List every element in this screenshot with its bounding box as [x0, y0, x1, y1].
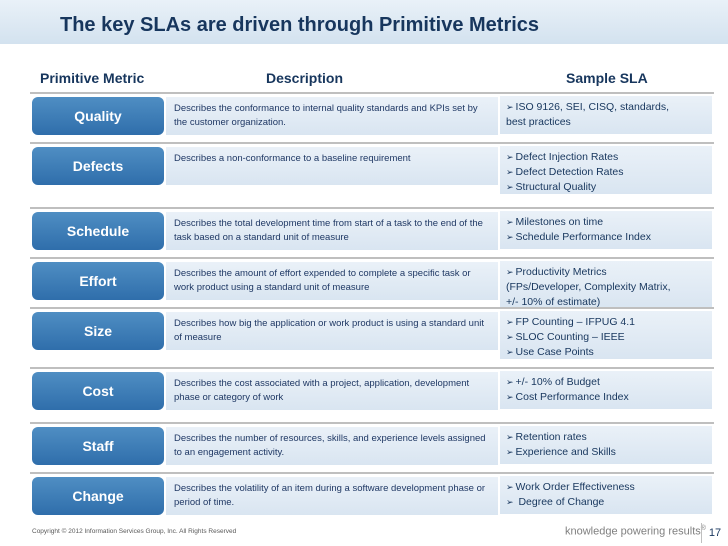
- arrow-bullet-icon: ➢: [506, 482, 514, 492]
- sla-item: ➢ Degree of Change: [506, 495, 706, 510]
- sla-item-text: Structural Quality: [515, 181, 597, 193]
- sla-item-text: +/- 10% of estimate): [506, 296, 601, 308]
- arrow-bullet-icon: ➢: [506, 377, 514, 387]
- sla-item: ➢ Structural Quality: [506, 180, 706, 194]
- sample-sla-list: ➢ ISO 9126, SEI, CISQ, standards, best pra…: [500, 96, 712, 134]
- row-divider: [30, 257, 714, 259]
- arrow-bullet-icon: ➢: [506, 152, 514, 162]
- sla-item: ➢ Defect Detection Rates: [506, 165, 706, 180]
- sla-item: ➢ FP Counting – IFPUG 4.1: [506, 315, 706, 330]
- row-divider: [30, 142, 714, 144]
- metric-label: Size: [32, 312, 164, 350]
- sla-item: ➢ Cost Performance Index: [506, 390, 706, 405]
- sla-item: (FPs/Developer, Complexity Matrix,: [506, 280, 706, 295]
- arrow-bullet-icon: ➢: [506, 447, 514, 457]
- sla-item: best practices: [506, 115, 706, 130]
- sample-sla-list: ➢ +/- 10% of Budget ➢ Cost Performance Inde…: [500, 371, 712, 409]
- metric-description: Describes the amount of effort expended …: [166, 262, 498, 300]
- brand-text: knowledge powering results: [565, 525, 701, 538]
- metric-label: Quality: [32, 97, 164, 135]
- brand-registered-mark: ®: [700, 525, 706, 532]
- sla-item: ➢ Milestones on time: [506, 215, 706, 230]
- row-divider: [30, 422, 714, 424]
- arrow-bullet-icon: ➢: [506, 167, 514, 177]
- arrow-bullet-icon: ➢: [506, 392, 514, 402]
- page-number: 17: [701, 523, 728, 543]
- sla-item: ➢ Schedule Performance Index: [506, 230, 706, 245]
- page-title: The key SLAs are driven through Primitiv…: [60, 14, 540, 36]
- sla-item-text: Degree of Change: [515, 496, 605, 508]
- sla-item: ➢ Defect Injection Rates: [506, 150, 706, 165]
- metric-label: Defects: [32, 147, 164, 185]
- metric-label: Staff: [32, 427, 164, 465]
- sla-item-text: Defect Injection Rates: [515, 151, 619, 163]
- metric-description: Describes the cost associated with a pro…: [166, 372, 498, 410]
- sla-item-text: +/- 10% of Budget: [515, 376, 600, 388]
- title-divider: [0, 44, 728, 47]
- copyright-text: Copyright © 2012 Information Services Gr…: [32, 528, 237, 535]
- sla-item: ➢ Retention rates: [506, 430, 706, 445]
- metric-description: Describes the volatility of an item duri…: [166, 477, 498, 515]
- metric-description: Describes the conformance to internal qu…: [166, 97, 498, 135]
- arrow-bullet-icon: ➢: [506, 497, 514, 507]
- sla-item-text: Experience and Skills: [515, 446, 616, 458]
- arrow-bullet-icon: ➢: [506, 217, 514, 227]
- arrow-bullet-icon: ➢: [506, 332, 514, 342]
- sla-item: ➢ Experience and Skills: [506, 445, 706, 460]
- metric-label: Schedule: [32, 212, 164, 250]
- sla-item: ➢ Work Order Effectiveness: [506, 480, 706, 495]
- metric-description: Describes a non-conformance to a baselin…: [166, 147, 498, 185]
- row-divider: [30, 472, 714, 474]
- sample-sla-list: ➢ FP Counting – IFPUG 4.1 ➢ SLOC Counting –…: [500, 311, 712, 359]
- arrow-bullet-icon: ➢: [506, 102, 514, 112]
- header-primitive-metric: Primitive Metric: [40, 70, 145, 86]
- sla-item-text: best practices: [506, 116, 571, 128]
- sla-item: ➢ Productivity Metrics: [506, 265, 706, 280]
- sla-item: ➢ SLOC Counting – IEEE: [506, 330, 706, 345]
- sla-item: ➢ +/- 10% of Budget: [506, 375, 706, 390]
- sla-item: ➢ Use Case Points: [506, 345, 706, 359]
- row-divider: [30, 207, 714, 209]
- arrow-bullet-icon: ➢: [506, 347, 514, 357]
- sla-item-text: FP Counting – IFPUG 4.1: [515, 316, 635, 328]
- sla-item-text: (FPs/Developer, Complexity Matrix,: [506, 281, 671, 293]
- row-divider: [30, 367, 714, 369]
- arrow-bullet-icon: ➢: [506, 232, 514, 242]
- sample-sla-list: ➢ Productivity Metrics (FPs/Developer, Com…: [500, 261, 712, 309]
- metric-description: Describes the number of resources, skill…: [166, 427, 498, 465]
- sla-item-text: Schedule Performance Index: [515, 231, 651, 243]
- metric-label: Change: [32, 477, 164, 515]
- header-description: Description: [266, 70, 344, 86]
- sla-item-text: Productivity Metrics: [515, 266, 607, 278]
- metric-label: Cost: [32, 372, 164, 410]
- sla-item-text: Milestones on time: [515, 216, 604, 228]
- sla-item: ➢ ISO 9126, SEI, CISQ, standards,: [506, 100, 706, 115]
- metric-description: Describes how big the application or wor…: [166, 312, 498, 350]
- sla-item-text: Cost Performance Index: [515, 391, 629, 403]
- sla-item-text: Use Case Points: [515, 346, 594, 358]
- arrow-bullet-icon: ➢: [506, 182, 514, 192]
- metric-description: Describes the total development time fro…: [166, 212, 498, 250]
- metric-label: Effort: [32, 262, 164, 300]
- sample-sla-list: ➢ Retention rates ➢ Experience and Skills: [500, 426, 712, 464]
- sample-sla-list: ➢ Work Order Effectiveness ➢ Degree of Cha…: [500, 476, 712, 514]
- sample-sla-list: ➢ Defect Injection Rates ➢ Defect Detection…: [500, 146, 712, 194]
- sla-item: +/- 10% of estimate): [506, 295, 706, 309]
- sla-item-text: ISO 9126, SEI, CISQ, standards,: [515, 101, 670, 113]
- row-divider: [30, 92, 714, 94]
- title-band: [0, 0, 728, 44]
- arrow-bullet-icon: ➢: [506, 432, 514, 442]
- brand-tagline: knowledge powering results®: [565, 525, 706, 538]
- sample-sla-list: ➢ Milestones on time ➢ Schedule Performance…: [500, 211, 712, 249]
- arrow-bullet-icon: ➢: [506, 317, 514, 327]
- sla-item-text: SLOC Counting – IEEE: [515, 331, 625, 343]
- sla-item-text: Retention rates: [515, 431, 587, 443]
- row-divider: [30, 307, 714, 309]
- sla-item-text: Defect Detection Rates: [515, 166, 624, 178]
- header-sample-sla: Sample SLA: [566, 70, 648, 86]
- sla-item-text: Work Order Effectiveness: [515, 481, 635, 493]
- arrow-bullet-icon: ➢: [506, 267, 514, 277]
